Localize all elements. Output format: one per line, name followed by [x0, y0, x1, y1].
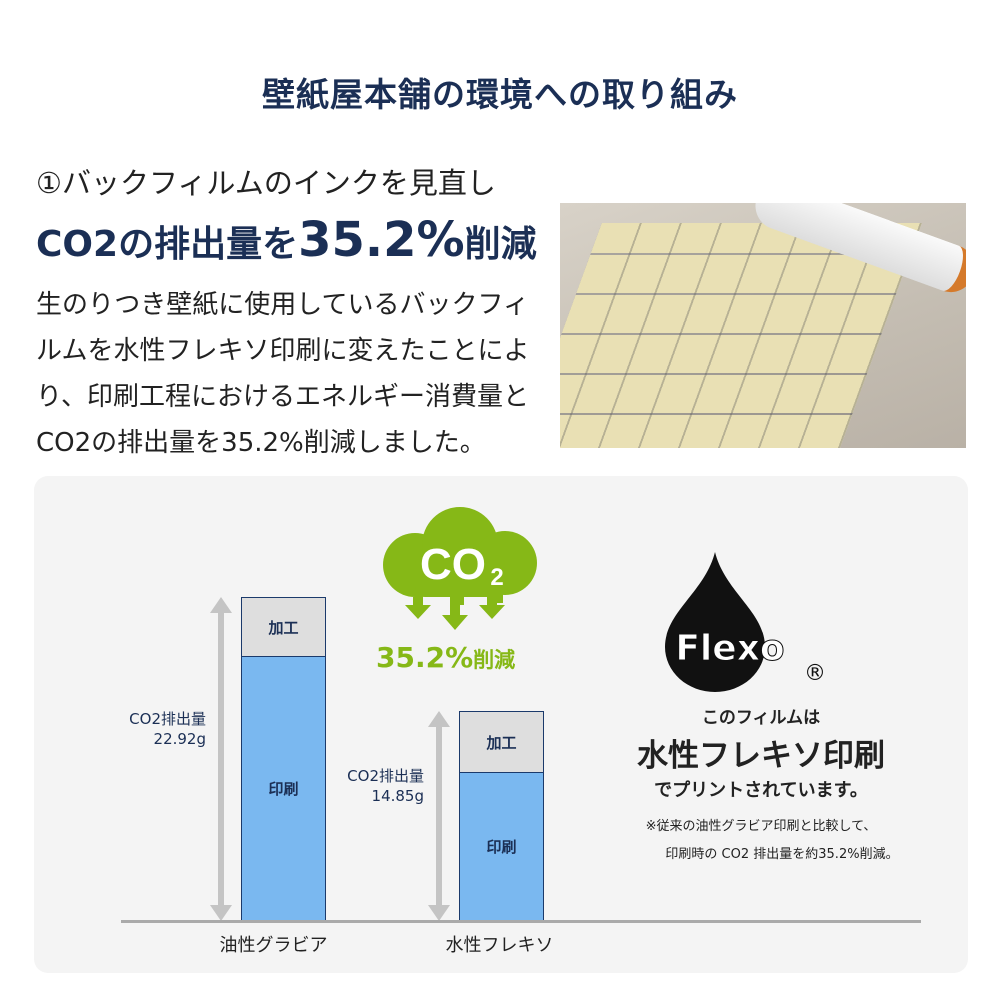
- co2-cloud-icon: CO 2: [383, 507, 537, 605]
- bar-segment-process: 加工: [460, 712, 543, 773]
- chart-baseline: [121, 920, 921, 923]
- reduction-text: 削減: [473, 648, 516, 672]
- headline-post: 削減: [464, 224, 537, 265]
- total-label: CO2排出量 14.85g: [347, 766, 424, 806]
- bar-segment-process: 加工: [242, 598, 325, 658]
- stacked-bar: 印刷 加工: [241, 597, 326, 921]
- down-arrows-icon: [405, 597, 505, 630]
- bar-segment-print: 印刷: [460, 772, 543, 920]
- flexo-line2: 水性フレキソ印刷: [637, 738, 885, 774]
- headline-pre: CO2の排出量を: [36, 224, 299, 265]
- flexo-note2: 印刷時の CO2 排出量を約35.2%削減。: [665, 847, 899, 862]
- headline-number: 35.2%: [298, 212, 465, 268]
- section-body: 生のりつき壁紙に使用しているバックフィルムを水性フレキソ印刷に変えたことにより、…: [36, 290, 530, 458]
- flexo-drop-logo: Flexo ®: [665, 552, 825, 692]
- total-label-line1: CO2排出量: [347, 767, 424, 786]
- registered-mark: ®: [804, 661, 825, 686]
- flexo-line3: でプリントされています。: [654, 780, 868, 801]
- flexo-line1: このフィルムは: [701, 708, 821, 728]
- flexo-note1: ※従来の油性グラビア印刷と比較して、: [645, 819, 877, 834]
- total-arrow: [210, 597, 232, 921]
- total-arrow: [428, 711, 450, 921]
- co2-subscript: 2: [490, 564, 503, 591]
- flexo-logo-text: Flexo: [675, 628, 784, 669]
- category-label: 水性フレキソ: [445, 935, 554, 956]
- co2-label: CO: [420, 540, 486, 589]
- stacked-bar: 印刷 加工: [459, 711, 544, 921]
- category-label: 油性グラビア: [219, 935, 328, 956]
- total-label-line2: 22.92g: [153, 730, 206, 748]
- section-headline: CO2の排出量を35.2%削減: [36, 212, 537, 268]
- reduction-label: 35.2%削減: [376, 641, 515, 674]
- total-label: CO2排出量 22.92g: [129, 709, 206, 749]
- total-label-line2: 14.85g: [371, 787, 424, 806]
- total-label-line1: CO2排出量: [129, 710, 206, 728]
- reduction-number: 35.2%: [376, 641, 474, 674]
- page-title: 壁紙屋本舗の環境への取り組み: [262, 75, 738, 114]
- bar-segment-print: 印刷: [242, 657, 325, 920]
- product-photo: [560, 203, 966, 448]
- section-subtitle: ①バックフィルムのインクを見直し: [36, 166, 496, 200]
